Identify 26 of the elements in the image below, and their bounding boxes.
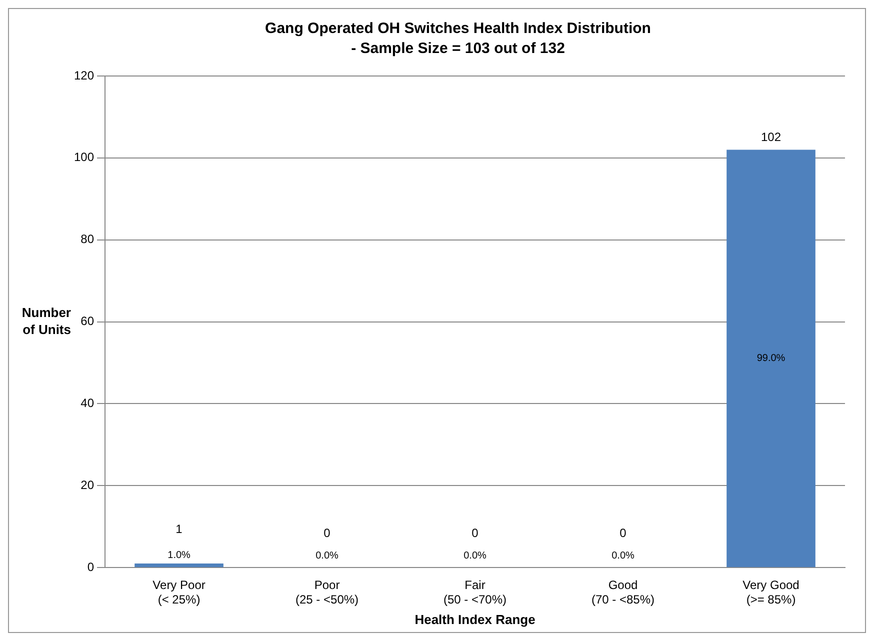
data-label: 0 (620, 526, 627, 540)
annotation: 99.0% (756, 353, 786, 364)
x-tick-label: Good (70 - <85%) (591, 578, 655, 607)
y-tick-label: 60 (80, 314, 94, 328)
data-label: 102 (760, 130, 782, 144)
y-tick-label: 120 (74, 68, 94, 82)
y-tick-label: 100 (74, 150, 94, 164)
x-axis-title: Health Index Range (414, 612, 536, 627)
x-tick-label: Very Poor (< 25%) (152, 578, 206, 607)
chart-title: Gang Operated OH Switches Health Index Distribution (265, 20, 651, 38)
annotation: 0.0% (464, 550, 487, 562)
chart-subtitle: - Sample Size = 103 out of 132 (351, 40, 565, 58)
data-label: 0 (324, 526, 331, 540)
y-tick-label: 0 (87, 560, 94, 574)
annotation: 0.0% (612, 550, 635, 562)
y-tick-label: 20 (80, 478, 94, 492)
y-tick-label: 80 (80, 232, 94, 246)
annotation: 0.0% (316, 550, 339, 562)
x-tick-label: Fair (50 - <70%) (443, 578, 507, 607)
data-label: 0 (472, 526, 479, 540)
y-tick-label: 40 (80, 396, 94, 410)
y-axis-title: Number of Units (22, 304, 71, 337)
x-tick-label: Poor (25 - <50%) (296, 578, 359, 607)
x-tick-label: Very Good (>= 85%) (742, 578, 800, 607)
annotation: 1.0% (168, 550, 191, 561)
data-label: 1 (176, 522, 183, 536)
